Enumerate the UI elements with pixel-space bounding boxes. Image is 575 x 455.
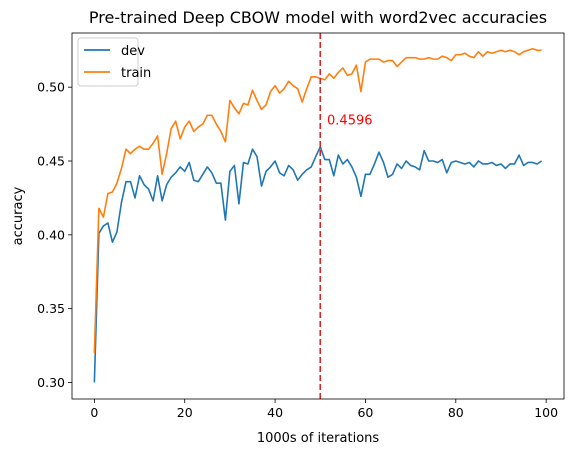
plot-lines [93, 47, 543, 383]
x-tick-label: 40 [267, 405, 283, 420]
x-tick-label: 20 [177, 405, 193, 420]
y-axis-label: accuracy [11, 186, 26, 245]
x-axis-label: 1000s of iterations [257, 431, 380, 446]
legend-label-train: train [121, 66, 151, 81]
x-axis: 0 20 40 60 80 100 [90, 399, 558, 420]
y-tick-label: 0.40 [37, 227, 65, 242]
x-tick-label: 80 [448, 405, 464, 420]
x-tick-label: 100 [534, 405, 558, 420]
chart-title: Pre-trained Deep CBOW model with word2ve… [89, 8, 547, 27]
legend-label-dev: dev [121, 44, 145, 59]
x-tick-label: 60 [357, 405, 373, 420]
y-tick-label: 0.30 [37, 375, 65, 390]
y-tick-label: 0.50 [37, 80, 65, 95]
x-tick-label: 0 [90, 405, 98, 420]
plot-frame [71, 32, 565, 400]
series-line-dev [93, 146, 543, 383]
series-line-train [93, 47, 542, 353]
y-tick-label: 0.45 [37, 154, 65, 169]
legend: dev train [77, 37, 151, 87]
y-axis: 0.30 0.35 0.40 0.45 0.50 [37, 80, 72, 390]
y-tick-label: 0.35 [37, 301, 65, 316]
annotation-peak-value: 0.4596 [327, 114, 373, 129]
